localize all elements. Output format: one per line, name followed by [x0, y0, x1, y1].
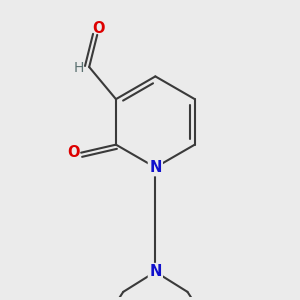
- Text: N: N: [149, 160, 161, 175]
- Text: O: O: [92, 21, 105, 36]
- Text: O: O: [68, 145, 80, 160]
- Text: H: H: [74, 61, 84, 75]
- Text: N: N: [149, 264, 161, 279]
